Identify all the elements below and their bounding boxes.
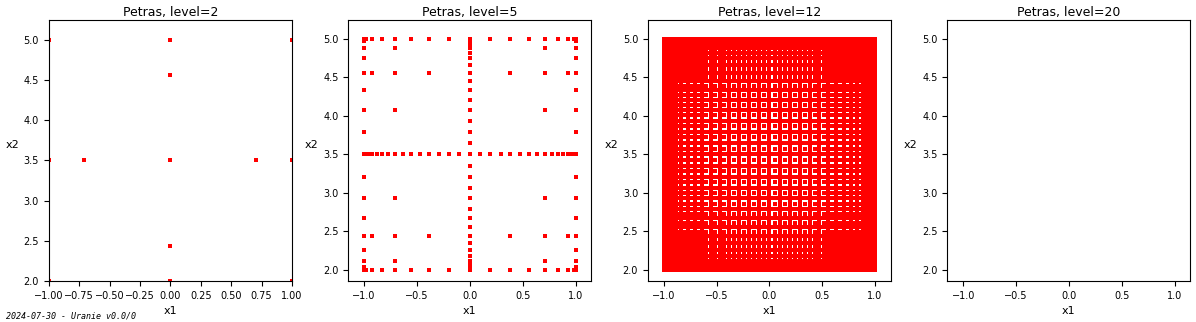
Y-axis label: x2: x2: [305, 140, 319, 150]
X-axis label: x1: x1: [164, 307, 177, 317]
Y-axis label: x2: x2: [904, 140, 917, 150]
Y-axis label: x2: x2: [6, 140, 19, 150]
X-axis label: x1: x1: [763, 307, 776, 317]
Title: Petras, level=5: Petras, level=5: [422, 5, 518, 19]
Y-axis label: x2: x2: [605, 140, 618, 150]
Title: Petras, level=20: Petras, level=20: [1017, 5, 1121, 19]
Text: 2024-07-30 - Uranie v0.0/0: 2024-07-30 - Uranie v0.0/0: [6, 312, 136, 321]
Title: Petras, level=2: Petras, level=2: [123, 5, 218, 19]
Title: Petras, level=12: Petras, level=12: [718, 5, 820, 19]
X-axis label: x1: x1: [1062, 307, 1075, 317]
X-axis label: x1: x1: [463, 307, 477, 317]
